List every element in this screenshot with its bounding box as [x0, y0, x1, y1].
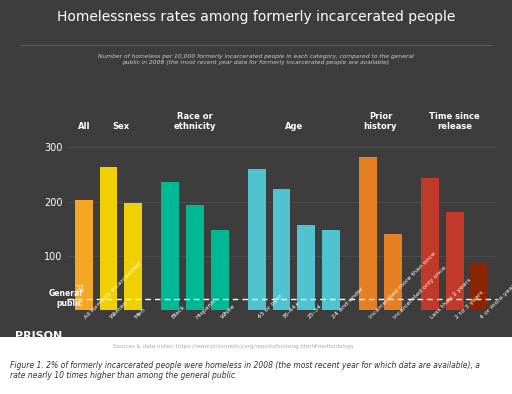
Text: Sex: Sex — [112, 123, 130, 131]
Text: Black: Black — [170, 304, 186, 320]
Bar — [161, 182, 179, 310]
Bar — [124, 203, 142, 310]
Text: Less than 2 years: Less than 2 years — [430, 277, 473, 320]
Bar — [211, 230, 229, 310]
Text: Women: Women — [109, 300, 129, 320]
Bar — [297, 225, 315, 310]
Text: Number of homeless per 10,000 formerly incarcerated people in each category, com: Number of homeless per 10,000 formerly i… — [98, 54, 414, 65]
Text: Race or
ethnicity: Race or ethnicity — [174, 112, 217, 131]
Bar — [446, 212, 463, 310]
Text: Incarcerated only once: Incarcerated only once — [393, 265, 447, 320]
Text: White: White — [220, 303, 236, 320]
Text: General
public: General public — [48, 289, 82, 308]
Bar — [471, 263, 488, 310]
Text: POLICY INITIATIVE: POLICY INITIATIVE — [15, 348, 71, 353]
Text: All: All — [78, 123, 90, 131]
Text: Prior
history: Prior history — [364, 112, 397, 131]
Text: 4 or more years: 4 or more years — [479, 281, 512, 320]
Text: 35-44+: 35-44+ — [282, 300, 302, 320]
Text: Incarcerated more than once: Incarcerated more than once — [368, 251, 437, 320]
Bar — [186, 205, 204, 310]
Bar — [322, 230, 340, 310]
Text: Men: Men — [133, 307, 146, 320]
Bar — [421, 178, 439, 310]
Bar — [384, 234, 402, 310]
Text: Hispanic: Hispanic — [195, 297, 218, 320]
Text: 25-34: 25-34 — [306, 304, 323, 320]
Text: 21: 21 — [75, 285, 84, 294]
Text: 2 to 3 years: 2 to 3 years — [455, 290, 485, 320]
Bar — [273, 189, 290, 310]
Bar — [100, 167, 117, 310]
Text: 24 and under: 24 and under — [331, 286, 365, 320]
Bar — [359, 156, 377, 310]
Text: Sources & data notes: https://www.prisonpolicy.org/reports/housing.html#methodol: Sources & data notes: https://www.prison… — [113, 344, 354, 349]
Text: Age: Age — [285, 123, 303, 131]
Text: All formerly incarcerated: All formerly incarcerated — [84, 261, 143, 320]
Text: Time since
release: Time since release — [429, 112, 480, 131]
Bar — [75, 200, 93, 310]
Text: Homelessness rates among formerly incarcerated people: Homelessness rates among formerly incarc… — [57, 10, 455, 24]
Text: PRISON: PRISON — [15, 331, 62, 341]
Text: 45 or over: 45 or over — [257, 294, 284, 320]
Bar — [248, 169, 266, 310]
Text: Figure 1. 2% of formerly incarcerated people were homeless in 2008 (the most rec: Figure 1. 2% of formerly incarcerated pe… — [10, 361, 480, 380]
